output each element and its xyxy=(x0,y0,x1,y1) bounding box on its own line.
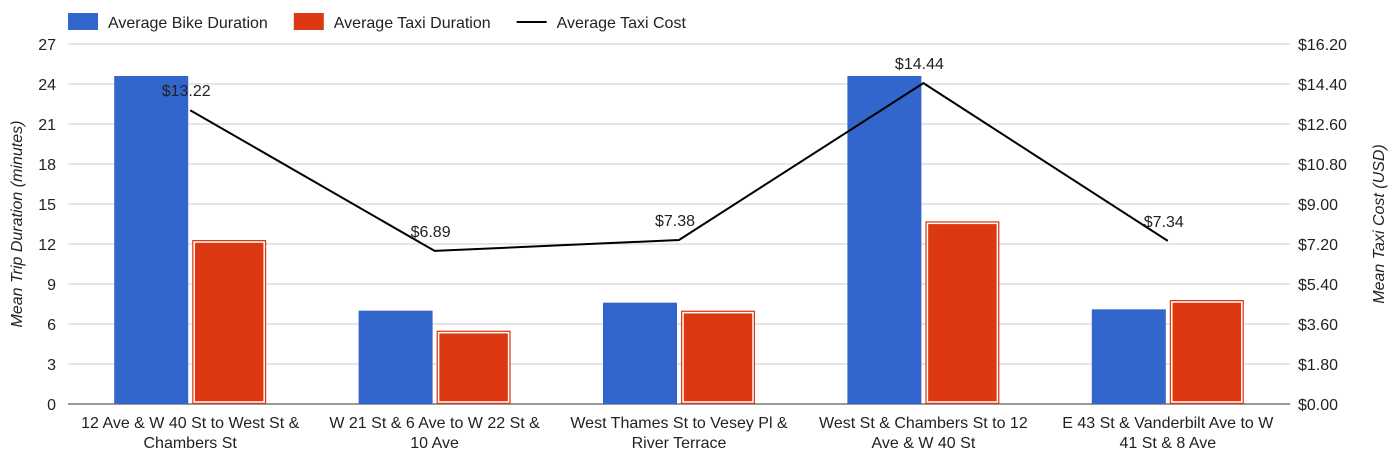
bar-highlight-border xyxy=(926,222,999,403)
taxi-cost-data-label: $7.34 xyxy=(1144,214,1184,231)
legend-swatch xyxy=(68,13,98,30)
bar-fill xyxy=(681,310,755,404)
y-right-tick-label: $10.80 xyxy=(1298,157,1347,174)
bar-fill xyxy=(358,310,433,404)
y-left-tick-label: 0 xyxy=(47,397,56,414)
bar-bike-duration xyxy=(1091,309,1166,404)
taxi-cost-data-label: $7.38 xyxy=(655,213,695,230)
grid-lines xyxy=(68,43,1290,405)
legend-swatch xyxy=(293,13,324,30)
legend-item-taxi-cost: Average Taxi Cost xyxy=(516,15,687,32)
bar-fill xyxy=(603,302,677,404)
bar-taxi-duration xyxy=(192,240,267,404)
y-left-tick-label: 18 xyxy=(38,157,56,174)
y-left-tick-label: 3 xyxy=(47,357,56,374)
y-left-tick-label: 9 xyxy=(47,277,56,294)
y-right-tick-label: $16.20 xyxy=(1298,37,1347,54)
bar-fill xyxy=(114,76,189,404)
bar-taxi-duration xyxy=(925,221,1000,404)
y-left-axis-title: Mean Trip Duration (minutes) xyxy=(9,121,26,328)
bar-fill xyxy=(192,240,267,404)
bar-bike-duration xyxy=(358,310,433,404)
bar-fill xyxy=(1169,300,1244,404)
x-tick-label: 12 Ave & W 40 St to West St & xyxy=(81,415,300,432)
bar-highlight-border xyxy=(193,241,265,403)
bar-series xyxy=(114,76,1244,404)
x-tick-label: West Thames St to Vesey Pl & xyxy=(570,415,788,432)
legend-label: Average Taxi Duration xyxy=(334,15,491,32)
x-tick-label: River Terrace xyxy=(632,435,727,452)
x-tick-label: Chambers St xyxy=(144,435,238,452)
bar-bike-duration xyxy=(603,302,677,404)
x-tick-label: 41 St & 8 Ave xyxy=(1119,435,1216,452)
taxi-cost-data-label: $14.44 xyxy=(895,56,944,73)
bar-fill xyxy=(1091,309,1166,404)
y-left-tick-label: 12 xyxy=(38,237,56,254)
y-left-tick-label: 6 xyxy=(47,317,56,334)
y-left-tick-label: 24 xyxy=(38,77,56,94)
y-right-axis-title: Mean Taxi Cost (USD) xyxy=(1371,144,1388,303)
x-tick-label: Ave & W 40 St xyxy=(872,435,976,452)
bar-highlight-border xyxy=(682,311,754,403)
legend: Average Bike Duration Average Taxi Durati… xyxy=(68,13,686,32)
y-left-tick-label: 27 xyxy=(38,37,56,54)
bar-highlight-border xyxy=(1171,301,1243,403)
y-right-tick-label: $1.80 xyxy=(1298,357,1338,374)
line-series xyxy=(189,81,1169,252)
x-tick-label: E 43 St & Vanderbilt Ave to W xyxy=(1062,415,1274,432)
bar-bike-duration xyxy=(847,76,922,404)
y-right-tick-label: $12.60 xyxy=(1298,117,1347,134)
legend-label: Average Bike Duration xyxy=(108,15,268,32)
taxi-cost-data-label: $6.89 xyxy=(411,224,451,241)
legend-item-taxi-duration: Average Taxi Duration xyxy=(293,13,491,32)
bar-taxi-duration xyxy=(681,310,755,404)
y-right-tick-label: $7.20 xyxy=(1298,237,1338,254)
legend-label: Average Taxi Cost xyxy=(557,15,687,32)
y-left-tick-label: 21 xyxy=(38,117,56,134)
bar-taxi-duration xyxy=(1169,300,1244,404)
bar-highlight-border xyxy=(437,331,510,403)
x-tick-label: West St & Chambers St to 12 xyxy=(819,415,1028,432)
legend-item-bike-duration: Average Bike Duration xyxy=(68,13,268,32)
taxi-cost-data-label: $13.22 xyxy=(162,83,211,100)
bar-taxi-duration xyxy=(436,330,511,404)
y-right-tick-label: $3.60 xyxy=(1298,317,1338,334)
bar-bike-duration xyxy=(114,76,189,404)
y-right-tick-label: $5.40 xyxy=(1298,277,1338,294)
bar-fill xyxy=(925,221,1000,404)
y-left-tick-label: 15 xyxy=(38,197,56,214)
data-labels: $13.22 $6.89 $7.38 $14.44 $7.34 xyxy=(162,56,1184,241)
y-right-tick-label: $9.00 xyxy=(1298,197,1338,214)
bar-fill xyxy=(436,330,511,404)
bar-fill xyxy=(847,76,922,404)
y-right-tick-label: $14.40 xyxy=(1298,77,1347,94)
x-tick-label: W 21 St & 6 Ave to W 22 St & xyxy=(329,415,540,432)
y-right-tick-label: $0.00 xyxy=(1298,397,1338,414)
axes: 0 $0.00 3 $1.80 6 $3.60 9 $5.40 12 $7.20 15 $9.00 18… xyxy=(9,37,1388,452)
x-tick-label: 10 Ave xyxy=(410,435,459,452)
